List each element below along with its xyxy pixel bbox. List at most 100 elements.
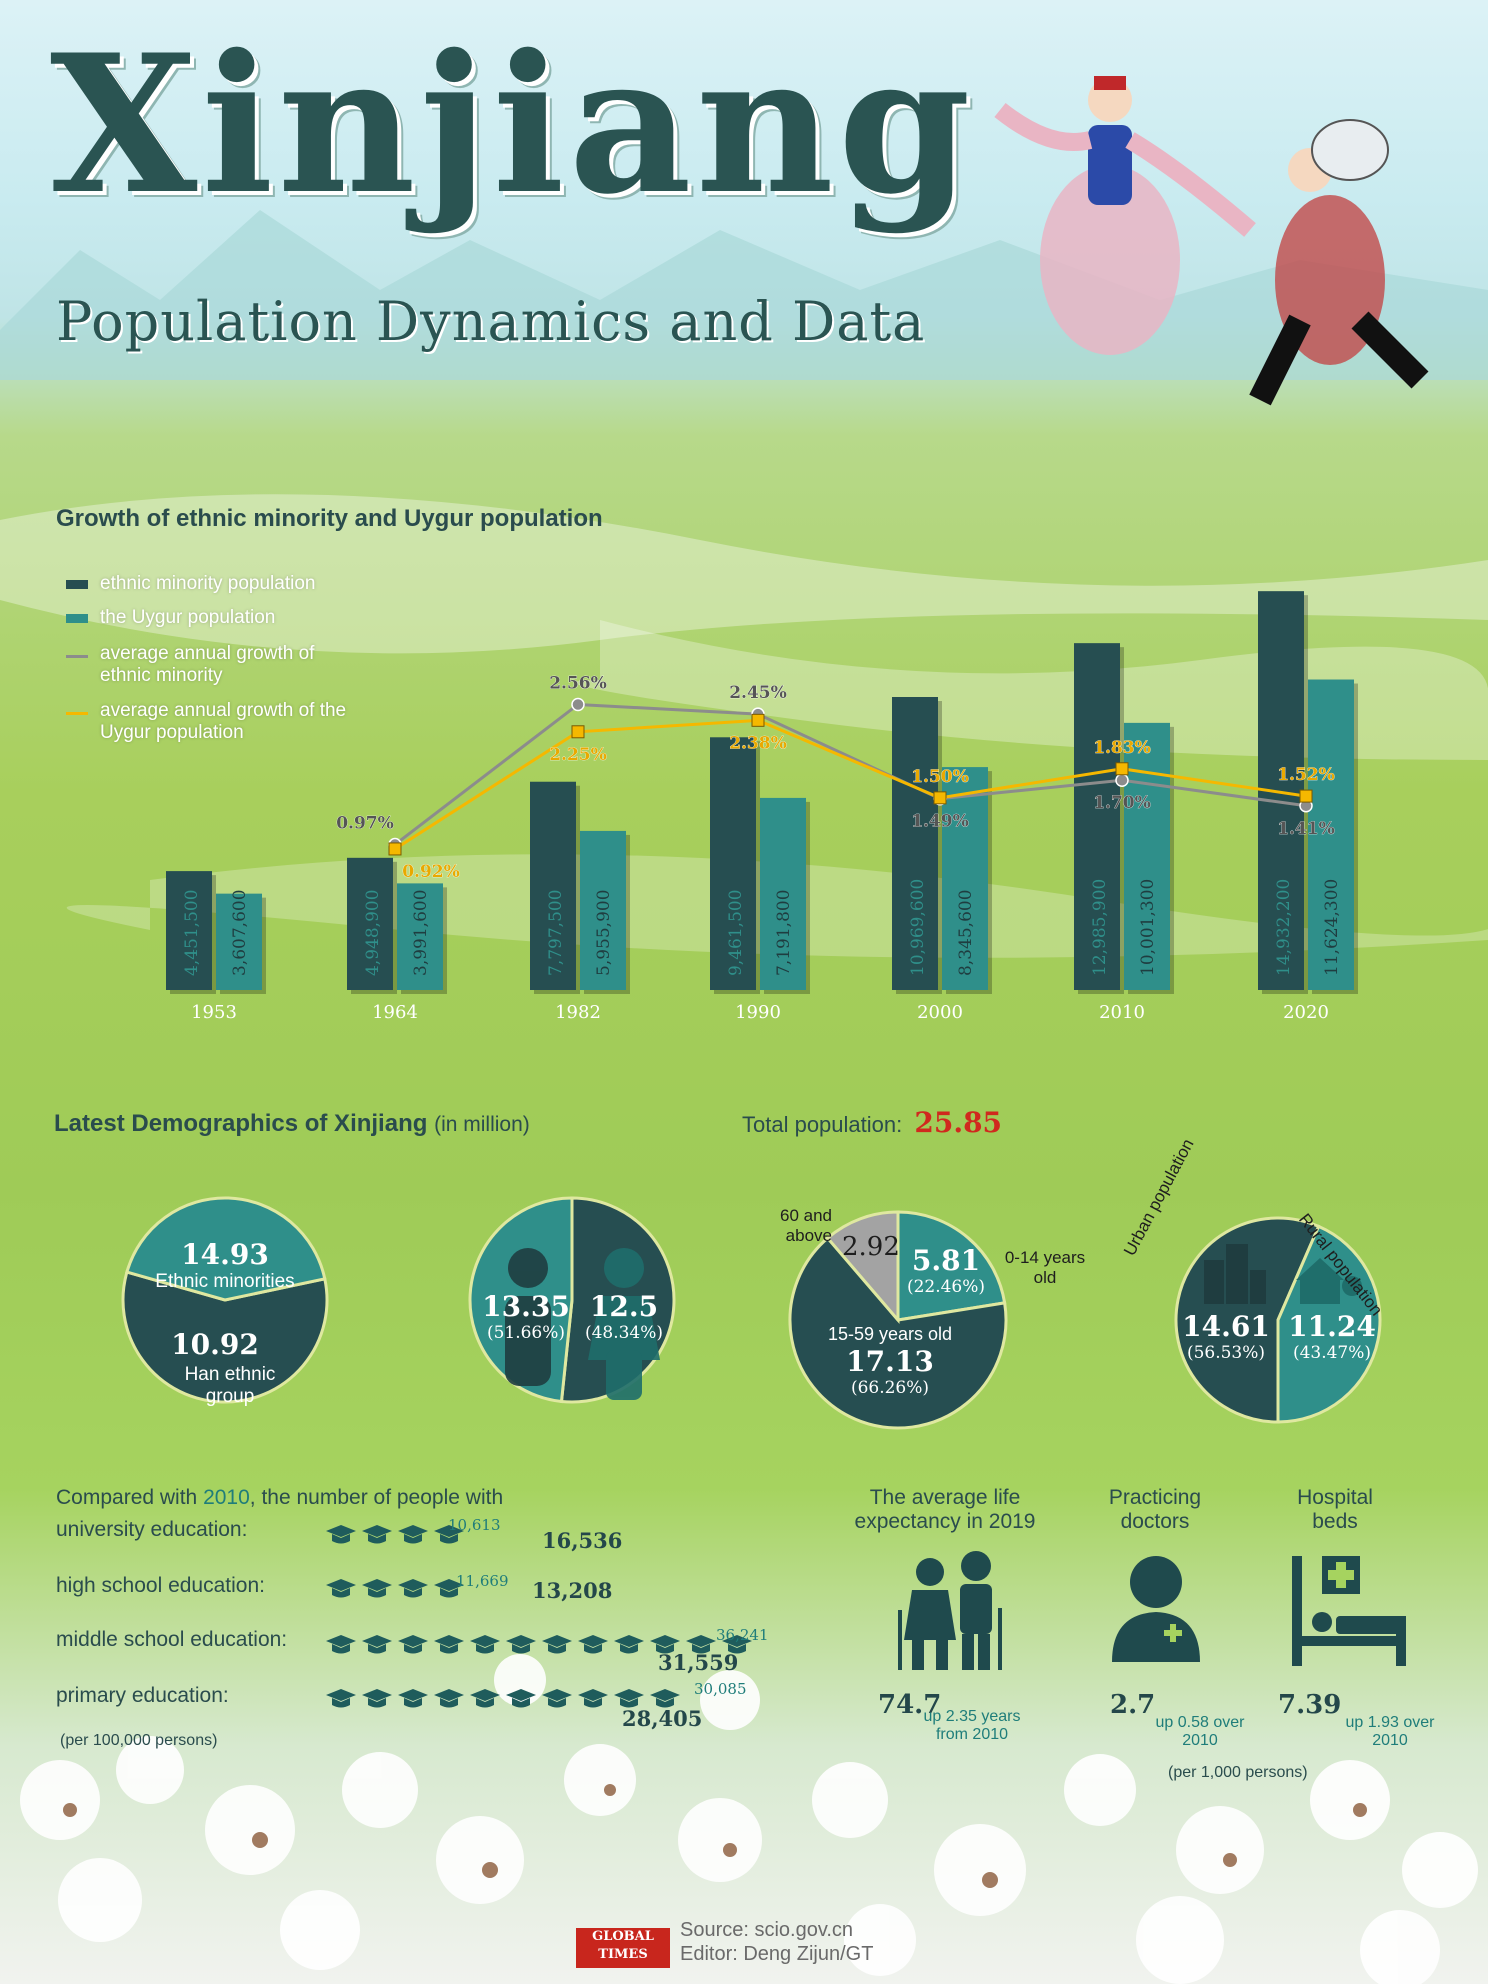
bar-value-label-uygur: 11,624,300 — [1322, 879, 1342, 976]
edu-highschool-label: high school education: — [56, 1574, 265, 1597]
edu-middle-new: 31,559 — [658, 1650, 739, 1675]
age-young-label: 0-14 years old — [1004, 1248, 1086, 1288]
edu-university-label: university education: — [56, 1518, 248, 1541]
pie-urban-label: 14.61 (56.53%) — [1176, 1310, 1276, 1363]
growth-minority-line — [394, 702, 1307, 846]
x-tick-label: 2010 — [1099, 1002, 1145, 1023]
age-old-label: 60 and above — [780, 1206, 832, 1246]
edu-highschool-caps — [324, 1578, 466, 1600]
pie — [121, 1196, 329, 1404]
bar-ethnic-minority — [347, 857, 393, 990]
graduation-cap-icon — [434, 1635, 464, 1654]
graduation-cap-icon — [362, 1635, 392, 1654]
female-value: 12.5 — [589, 1290, 659, 1323]
elderly-couple-icon — [898, 1551, 1002, 1670]
demographics-title-text: Latest Demographics of Xinjiang — [54, 1110, 428, 1137]
edu-primary-label: primary education: — [56, 1684, 229, 1707]
legend-swatch-ethnic — [66, 580, 88, 589]
male-icon — [505, 1248, 551, 1386]
pie-ethnic-minorities-label: 14.93 Ethnic minorities — [120, 1238, 330, 1293]
demographics-unit: (in million) — [434, 1113, 530, 1136]
growth-uygur-label: 1.83% — [1093, 738, 1151, 758]
life-expectancy-title: The average life expectancy in 2019 — [854, 1486, 1036, 1533]
growth-uygur-point — [388, 842, 402, 856]
bar-value-label-ethnic: 14,932,200 — [1274, 879, 1294, 976]
doctors-title: Practicing doctors — [1108, 1486, 1202, 1533]
graduation-cap-icon — [650, 1635, 680, 1654]
female-pct: (48.34%) — [584, 1323, 664, 1343]
edu-middle-label: middle school education: — [56, 1628, 288, 1651]
growth-uygur-label: 1.52% — [1277, 765, 1335, 785]
young-pct: (22.46%) — [906, 1277, 986, 1297]
edu-primary-old: 30,085 — [694, 1680, 747, 1698]
legend-growth-uygur: average annual growth of the Uygur popul… — [66, 700, 356, 744]
pie-young-label: 5.81 (22.46%) — [896, 1244, 996, 1297]
graduation-cap-icon — [506, 1689, 536, 1708]
city-buildings-icon — [1204, 1244, 1266, 1304]
growth-minority-point — [571, 697, 585, 712]
pie — [788, 1210, 1008, 1430]
graduation-cap-icon — [398, 1689, 428, 1708]
beds-value: 7.39 — [1278, 1690, 1342, 1720]
pie-female-label: 12.5 (48.34%) — [574, 1290, 674, 1343]
graduation-cap-icon — [578, 1689, 608, 1708]
bar-value-label-ethnic: 12,985,900 — [1090, 879, 1110, 976]
growth-uygur-label: 0.92% — [402, 862, 460, 882]
edu-university-new: 16,536 — [542, 1528, 623, 1553]
pie-slice-15-59 — [788, 1235, 1008, 1430]
x-tick-label: 1964 — [372, 1002, 418, 1023]
edu-note: (per 100,000 persons) — [60, 1732, 218, 1749]
graduation-cap-icon — [686, 1635, 716, 1654]
x-tick-label: 1953 — [191, 1002, 237, 1023]
bar-value-label-uygur: 7,191,800 — [774, 889, 794, 976]
growth-uygur-point — [751, 713, 765, 727]
graduation-cap-icon — [362, 1689, 392, 1708]
graduation-cap-icon — [362, 1579, 392, 1598]
bar-value-label-ethnic: 10,969,600 — [908, 879, 928, 976]
bar-value-label-ethnic: 4,948,900 — [363, 889, 383, 976]
graduation-cap-icon — [542, 1689, 572, 1708]
life-expectancy-value: 74.7 — [878, 1690, 942, 1720]
bar-ethnic-minority — [166, 871, 212, 990]
pie-slice-minorities — [121, 1270, 329, 1404]
beds-title: Hospital beds — [1297, 1486, 1373, 1533]
legend-growth-minority: average annual growth of ethnic minority — [66, 643, 356, 687]
han-value: 10.92 — [171, 1328, 259, 1361]
graduation-cap-icon — [614, 1689, 644, 1708]
bar-ethnic-minority — [530, 781, 576, 990]
total-population-value: 25.85 — [914, 1106, 1003, 1139]
growth-uygur-point — [933, 791, 947, 805]
legend-uygur: the Uygur population — [66, 607, 275, 629]
education-intro-year: 2010 — [203, 1486, 250, 1509]
education-intro-prefix: Compared with — [56, 1486, 198, 1509]
demographics-title: Latest Demographics of Xinjiang (in mill… — [54, 1110, 530, 1138]
growth-uygur-label: 2.38% — [729, 733, 787, 753]
graduation-cap-icon — [578, 1635, 608, 1654]
young-value: 5.81 — [911, 1244, 981, 1277]
growth-minority-label: 2.45% — [729, 683, 787, 703]
bar-value-label-ethnic: 7,797,500 — [546, 889, 566, 976]
graduation-cap-icon — [326, 1689, 356, 1708]
edu-middle-caps — [324, 1634, 754, 1656]
male-pct: (51.66%) — [486, 1323, 566, 1343]
rural-house-icon — [1296, 1258, 1362, 1304]
x-tick-label: 2000 — [917, 1002, 963, 1023]
dancers-illustration — [994, 76, 1429, 406]
bar-value-label-uygur: 5,955,900 — [594, 889, 614, 976]
bar-value-label-uygur: 3,607,600 — [230, 889, 250, 976]
x-tick-label: 1990 — [735, 1002, 781, 1023]
graduation-cap-icon — [398, 1635, 428, 1654]
edu-middle-old: 36,241 — [716, 1626, 769, 1644]
bar-uygur — [942, 767, 988, 990]
page-title: Xinjiang — [50, 13, 975, 236]
rural-value: 11.24 — [1288, 1310, 1376, 1343]
minorities-value: 14.93 — [181, 1238, 269, 1271]
footer-credits: Source: scio.gov.cn Editor: Deng Zijun/G… — [680, 1918, 873, 1966]
edu-highschool-new: 13,208 — [532, 1578, 613, 1603]
footer-source: Source: scio.gov.cn — [680, 1919, 854, 1941]
pie-slice-60plus — [825, 1210, 900, 1325]
x-tick-label: 1982 — [555, 1002, 601, 1023]
bar-value-label-uygur: 10,001,300 — [1138, 879, 1158, 976]
pie-slice-0-14 — [896, 1210, 1007, 1322]
doctor-icon — [1112, 1556, 1200, 1662]
